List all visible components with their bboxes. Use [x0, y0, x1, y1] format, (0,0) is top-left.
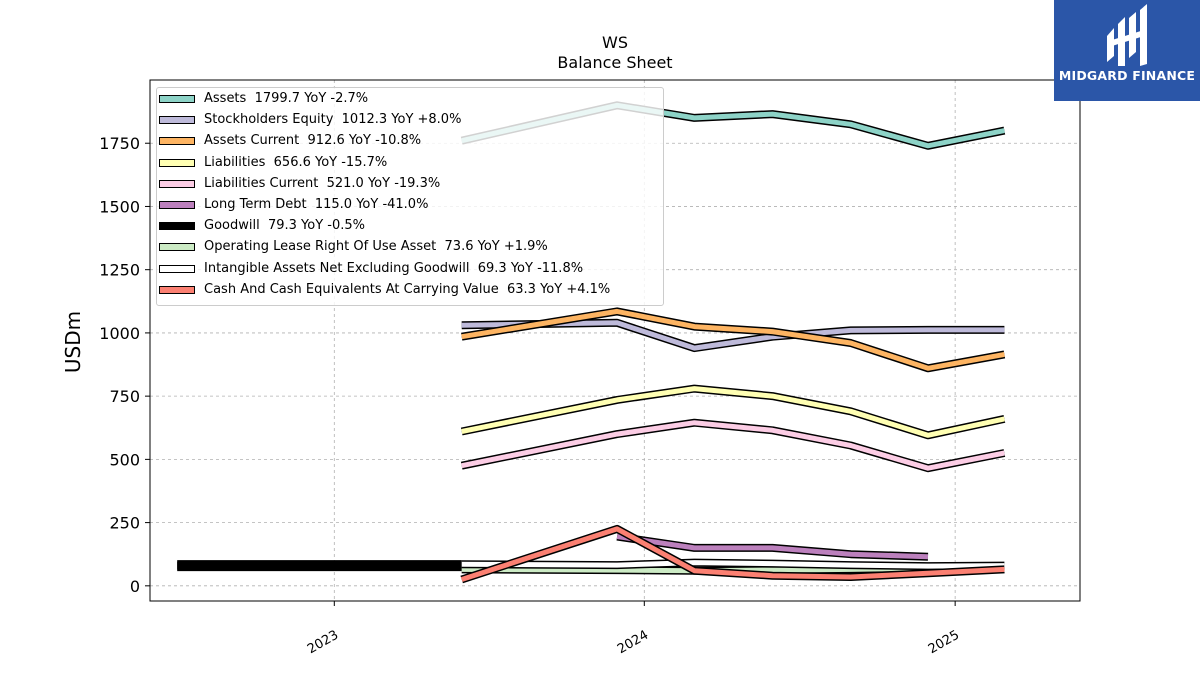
- y-tick-label: 250: [109, 514, 140, 533]
- legend-label: Liabilities Current 521.0 YoY -19.3%: [204, 175, 441, 191]
- y-axis-label: USDm: [61, 311, 85, 373]
- series-lines: [177, 101, 1006, 584]
- logo-text: MIDGARD FINANCE: [1058, 68, 1196, 83]
- series-line-intangible-assets-net-excluding-goodwill: [461, 560, 1005, 569]
- legend-item: Liabilities Current 521.0 YoY -19.3%: [157, 174, 663, 195]
- legend: Assets 1799.7 YoY -2.7% Stockholders Equi…: [156, 87, 664, 306]
- legend-swatch: [159, 264, 195, 273]
- legend-label: Intangible Assets Net Excluding Goodwill…: [204, 260, 584, 276]
- x-tick-label: 2024: [615, 628, 651, 658]
- legend-label: Assets Current 912.6 YoY -10.8%: [204, 133, 422, 149]
- legend-item: Operating Lease Right Of Use Asset 73.6 …: [157, 237, 663, 258]
- legend-label: Liabilities 656.6 YoY -15.7%: [204, 154, 388, 170]
- chart-title-line1: WS: [602, 33, 628, 52]
- legend-swatch: [159, 95, 195, 103]
- x-tick-label: 2023: [305, 628, 341, 658]
- legend-swatch: [159, 179, 195, 188]
- legend-item: Goodwill 79.3 YoY -0.5%: [157, 216, 663, 237]
- legend-label: Long Term Debt 115.0 YoY -41.0%: [204, 197, 429, 212]
- series-line-cash-and-cash-equivalents-at-carrying-value: [460, 526, 1005, 582]
- series-line-assets-current: [461, 308, 1005, 371]
- axes: 0 250 500 750 1000 1250 1500 1750 2023 2024 2025: [99, 134, 962, 657]
- y-tick-label: 500: [109, 450, 140, 469]
- legend-label: Cash And Cash Equivalents At Carrying Va…: [204, 281, 611, 297]
- series-line-long-term-debt: [616, 534, 929, 560]
- legend-item: Cash And Cash Equivalents At Carrying Va…: [157, 280, 663, 301]
- series-outline-liabilities-current: [460, 418, 1006, 473]
- legend-item: Assets 1799.7 YoY -2.7%: [157, 89, 663, 110]
- legend-item: Assets Current 912.6 YoY -10.8%: [157, 131, 663, 152]
- legend-swatch: [159, 201, 195, 209]
- y-tick-label: 1250: [99, 261, 140, 280]
- x-tick-label: 2025: [926, 628, 962, 658]
- series-line-liabilities: [461, 386, 1005, 438]
- legend-item: Liabilities 656.6 YoY -15.7%: [157, 153, 663, 174]
- legend-swatch: [159, 243, 195, 252]
- y-tick-label: 1000: [99, 324, 140, 343]
- series-line-stockholders-equity: [461, 320, 1005, 351]
- series-line-liabilities-current: [461, 420, 1005, 471]
- y-tick-label: 1500: [99, 197, 140, 216]
- y-tick-label: 1750: [99, 134, 140, 153]
- chart-title-line2: Balance Sheet: [557, 53, 673, 72]
- legend-label: Goodwill 79.3 YoY -0.5%: [204, 218, 366, 234]
- legend-swatch: [159, 285, 195, 294]
- legend-swatch: [159, 222, 195, 231]
- legend-label: Operating Lease Right Of Use Asset 73.6 …: [204, 239, 548, 255]
- legend-item: Stockholders Equity 1012.3 YoY +8.0%: [157, 110, 663, 131]
- y-tick-label: 750: [109, 387, 140, 406]
- legend-item: Intangible Assets Net Excluding Goodwill…: [157, 259, 663, 280]
- legend-label: Stockholders Equity 1012.3 YoY +8.0%: [204, 112, 462, 128]
- mf-logo-icon: [1107, 4, 1147, 66]
- plot-frame: [149, 79, 1081, 602]
- legend-swatch: [159, 137, 195, 146]
- legend-swatch: [159, 116, 195, 125]
- legend-label: Assets 1799.7 YoY -2.7%: [204, 91, 369, 106]
- legend-item: Long Term Debt 115.0 YoY -41.0%: [157, 195, 663, 216]
- legend-swatch: [159, 158, 195, 167]
- y-tick-label: 0: [130, 577, 140, 596]
- brand-logo: MIDGARD FINANCE: [1054, 0, 1200, 101]
